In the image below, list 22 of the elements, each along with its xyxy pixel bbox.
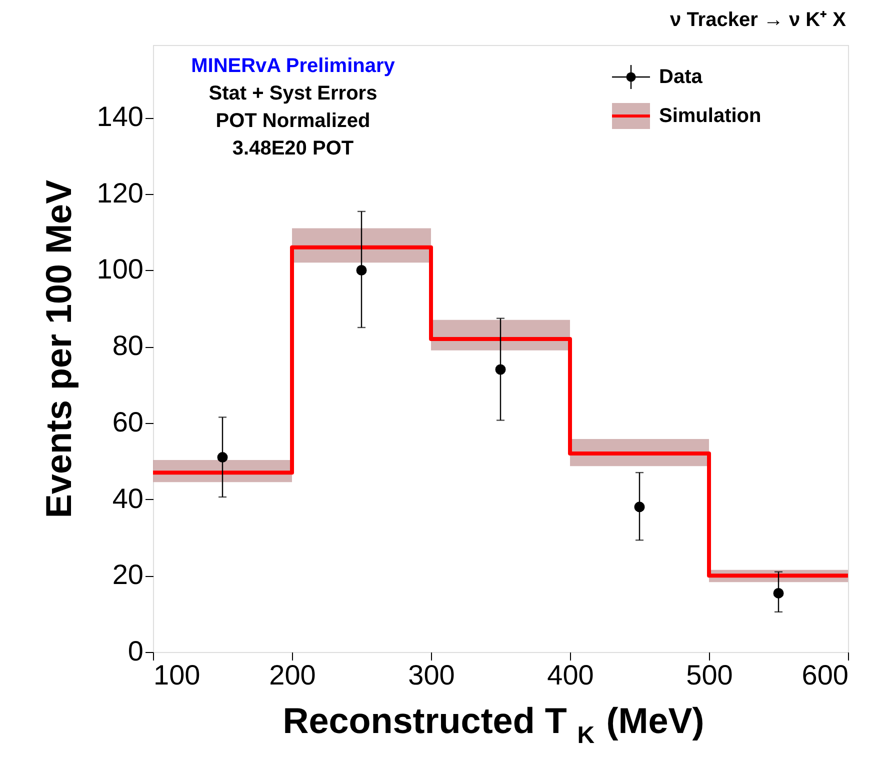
annotation: Stat + Syst Errors	[208, 82, 378, 104]
annotation: POT Normalized	[216, 110, 370, 132]
x-tick-label: 300	[408, 660, 455, 690]
y-tick-label: 20	[112, 559, 144, 590]
y-tick-label: 60	[112, 406, 144, 438]
y-axis-title: Events per 100 MeV	[38, 180, 79, 518]
y-tick-label: 140	[96, 101, 144, 132]
x-tick-label: 100	[154, 660, 200, 690]
legend-label: Simulation	[659, 105, 762, 127]
x-tick-label: 600	[802, 660, 848, 690]
x-tick-label: 500	[686, 660, 733, 690]
y-tick-label: 40	[112, 482, 144, 514]
x-tick-label: 400	[547, 660, 594, 690]
y-tick-label: 0	[128, 636, 144, 666]
annotation: 3.48E20 POT	[232, 138, 354, 160]
x-tick-label: 200	[269, 660, 316, 690]
y-tick-label: 100	[96, 254, 144, 285]
annotation: MINERvA Preliminary	[191, 55, 396, 77]
y-tick-label: 80	[112, 330, 144, 362]
chart-title: ν Tracker → ν K⁺ X	[670, 9, 847, 31]
legend-label: Data	[659, 66, 704, 88]
y-tick-label: 120	[96, 177, 144, 208]
